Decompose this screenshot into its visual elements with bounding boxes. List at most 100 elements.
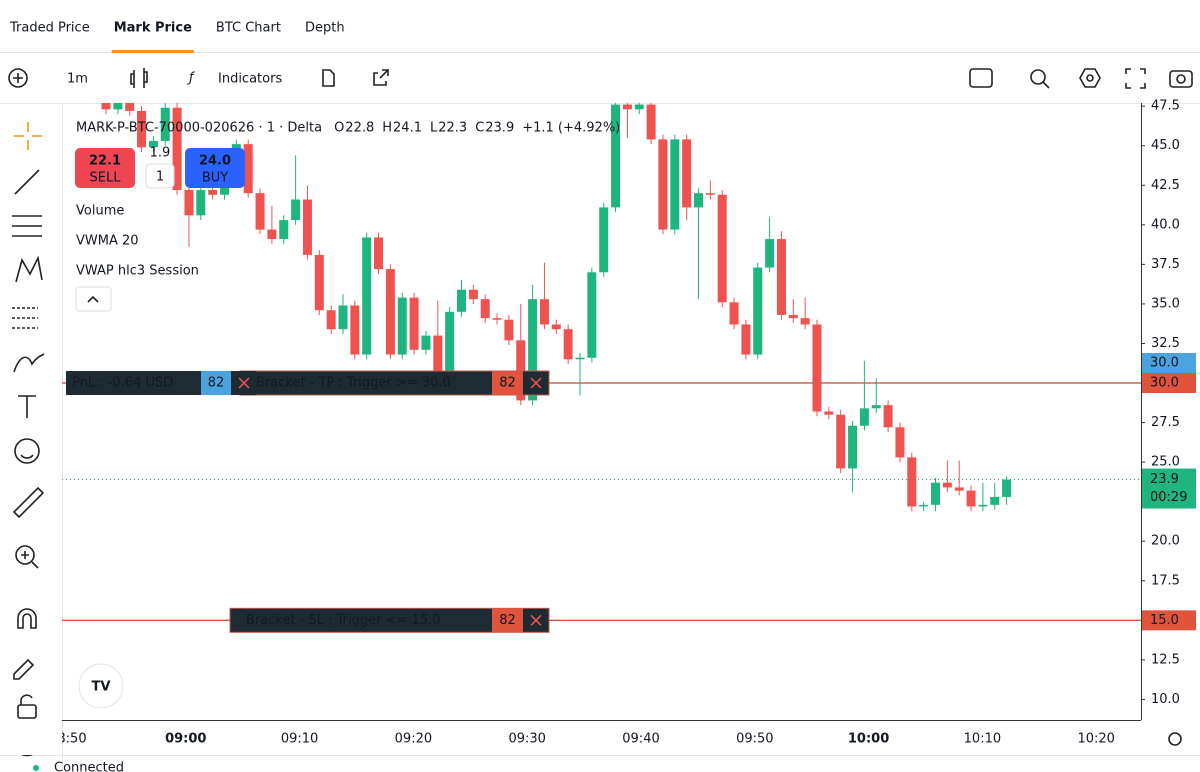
candle-body	[397, 297, 407, 355]
x-tick-label: 8:50	[57, 732, 86, 747]
candle-body	[279, 220, 289, 240]
candle-body	[634, 104, 644, 110]
fullscreen-icon[interactable]	[1125, 68, 1146, 89]
candle-body	[694, 193, 703, 208]
tab[interactable]: Mark Price	[114, 21, 192, 36]
candle-body	[551, 324, 561, 330]
candle-body	[942, 482, 952, 488]
pnl-qty: 82	[208, 376, 225, 391]
axis-mask	[0, 721, 62, 755]
alert-icon[interactable]	[1030, 69, 1046, 85]
candles-icon[interactable]	[130, 68, 148, 88]
magnet-tool[interactable]	[17, 608, 37, 629]
price-tag-label: 30.0	[1150, 376, 1179, 391]
sell-price: 22.1	[89, 154, 121, 169]
interval[interactable]: 1m	[67, 72, 88, 87]
indicator-name: VWAP hlc3 Session	[76, 264, 199, 279]
price-tag	[1142, 610, 1196, 631]
ohlc-value: 23.9	[485, 121, 514, 136]
qty-box[interactable]	[145, 163, 175, 189]
candle-body	[575, 357, 585, 360]
layout-icon[interactable]	[969, 68, 993, 88]
tv-logo-mark: TV	[92, 680, 111, 695]
candle-body	[302, 199, 312, 255]
order-text: Bracket - SL ; Trigger <= 15.0	[246, 613, 440, 628]
buy-label: BUY	[202, 171, 228, 186]
brush-tool[interactable]	[13, 353, 45, 373]
candle-body	[622, 104, 632, 110]
fib-tool[interactable]	[12, 215, 42, 237]
zoom-tool[interactable]	[15, 545, 35, 565]
order-qty-box	[492, 371, 523, 396]
candle-body	[765, 239, 775, 268]
candle-body	[160, 107, 170, 141]
x-tick-label: 09:00	[165, 732, 206, 747]
candle-body	[137, 110, 147, 148]
tab[interactable]: Depth	[305, 21, 345, 36]
y-tick-label: 10.0	[1151, 692, 1180, 707]
candle-body	[919, 504, 929, 507]
top-toolbar: 1m ƒ Indicators	[8, 68, 1193, 89]
sell-button[interactable]	[75, 148, 135, 188]
candle-body	[101, 103, 111, 110]
lock-tool[interactable]	[17, 704, 37, 719]
candle-body	[705, 193, 715, 195]
indicators-button[interactable]: Indicators	[218, 72, 282, 87]
emoji-tool[interactable]	[14, 438, 40, 464]
lock-draw-tool[interactable]	[13, 658, 35, 680]
order-cancel[interactable]	[530, 377, 542, 389]
candle-body	[196, 190, 206, 216]
add-icon[interactable]	[8, 68, 28, 88]
order-cancel[interactable]	[530, 614, 542, 626]
candle-body	[457, 289, 466, 312]
ohlc-value: 22.8	[345, 121, 374, 136]
ruler-tool[interactable]	[12, 486, 45, 519]
line-tool[interactable]	[14, 169, 40, 195]
axis-settings[interactable]	[1168, 732, 1182, 746]
candle-body	[314, 254, 324, 311]
crosshair-tool[interactable]	[14, 122, 42, 150]
candle-body	[729, 302, 739, 325]
price-tag-label: 15.0	[1150, 613, 1179, 628]
settings-icon[interactable]	[1079, 68, 1101, 88]
pattern-tool[interactable]	[15, 255, 43, 283]
tab[interactable]: Traded Price	[9, 21, 90, 36]
plot-area	[62, 103, 1141, 621]
projection-tool[interactable]	[12, 307, 38, 329]
candle-body	[539, 299, 549, 325]
candle-body	[954, 487, 964, 491]
y-tick-label: 17.5	[1151, 573, 1180, 588]
snapshot-lens	[1176, 74, 1186, 84]
candle-body	[208, 190, 218, 195]
buy-price: 24.0	[199, 154, 231, 169]
symbol-title: MARK-P-BTC-70000-020626 · 1 · Delta	[76, 121, 322, 136]
candle-body	[350, 305, 360, 355]
candle-body	[966, 490, 976, 507]
fx-icon[interactable]: ƒ	[186, 71, 196, 86]
last-price-label: 23.9	[1150, 472, 1179, 487]
candle-body	[516, 340, 526, 401]
order-text: Bracket - TP ; Trigger >= 30.0	[256, 376, 451, 391]
ohlc-change: +1.1 (+4.92%)	[522, 121, 620, 136]
text-tool[interactable]	[18, 395, 36, 418]
collapse-button[interactable]	[75, 286, 112, 312]
popout-icon[interactable]	[373, 69, 389, 86]
candle-body	[267, 229, 277, 240]
sell-label: SELL	[90, 171, 122, 186]
candle-body	[326, 310, 336, 330]
candle-body	[243, 144, 253, 194]
candle-body	[255, 193, 265, 230]
pnl-text: PnL : -0.64 USD	[72, 376, 173, 391]
candle-body	[528, 299, 538, 401]
collapse-chevron	[87, 295, 99, 303]
y-tick-label: 20.0	[1151, 534, 1180, 549]
template-icon[interactable]	[322, 69, 335, 87]
buy-button[interactable]	[185, 148, 245, 188]
snapshot-icon[interactable]	[1169, 70, 1193, 88]
pnl-close[interactable]	[238, 377, 250, 389]
x-tick-label: 10:00	[848, 732, 889, 747]
tab[interactable]: BTC Chart	[216, 21, 281, 36]
qty: 1	[156, 170, 164, 185]
candle-body	[812, 324, 822, 412]
